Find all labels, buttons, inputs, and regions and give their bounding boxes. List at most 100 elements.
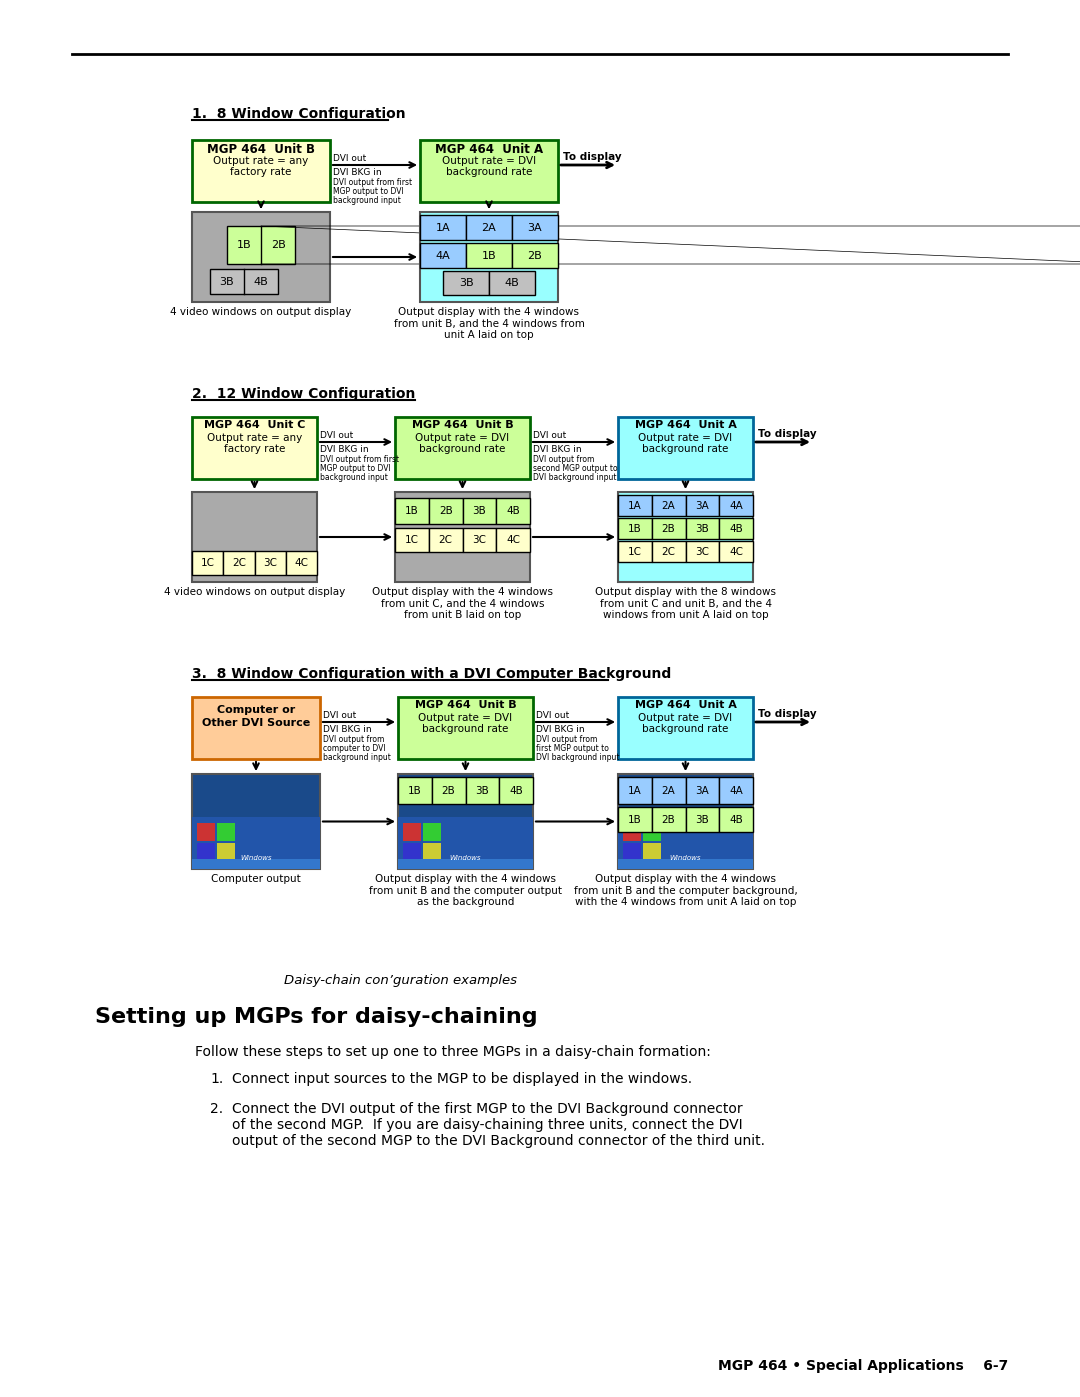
Text: 2B: 2B (438, 506, 453, 515)
Bar (512, 215, 558, 240)
Text: 4C: 4C (507, 535, 521, 545)
Text: 1A: 1A (435, 224, 450, 233)
Bar (192, 416, 318, 479)
Bar (432, 777, 465, 805)
Bar (395, 416, 530, 479)
Text: 4C: 4C (729, 548, 743, 557)
Text: DVI out: DVI out (320, 432, 353, 440)
Bar (643, 842, 661, 861)
Bar (462, 528, 496, 552)
Text: background input: background input (320, 474, 388, 482)
Text: 1C: 1C (405, 535, 419, 545)
Bar (465, 243, 512, 268)
Text: 4B: 4B (254, 277, 268, 286)
Text: DVI BKG in: DVI BKG in (323, 725, 372, 733)
Text: 2C: 2C (662, 548, 676, 557)
Text: DVI out: DVI out (536, 711, 569, 719)
Bar (192, 697, 320, 759)
Text: 2B: 2B (662, 814, 675, 826)
Text: first MGP output to: first MGP output to (536, 745, 609, 753)
Text: Output rate = any: Output rate = any (207, 433, 302, 443)
Text: MGP 464  Unit B: MGP 464 Unit B (411, 420, 513, 430)
Bar (618, 518, 651, 539)
Text: 3C: 3C (264, 557, 278, 569)
Text: background rate: background rate (446, 168, 532, 177)
Bar (618, 774, 753, 869)
Text: 1A: 1A (627, 787, 642, 796)
Bar (686, 807, 719, 833)
Text: factory rate: factory rate (224, 444, 285, 454)
Text: Output display with the 4 windows
from unit B and the computer background,
with : Output display with the 4 windows from u… (573, 875, 797, 907)
Bar (686, 777, 719, 805)
Text: output of the second MGP to the DVI Background connector of the third unit.: output of the second MGP to the DVI Back… (232, 1134, 765, 1148)
Text: DVI output from first: DVI output from first (333, 177, 413, 187)
Bar (224, 550, 255, 576)
Bar (465, 777, 499, 805)
Bar (618, 807, 651, 833)
Text: Output rate = DVI: Output rate = DVI (638, 712, 732, 724)
Bar (420, 243, 465, 268)
Text: Output display with the 8 windows
from unit C and unit B, and the 4
windows from: Output display with the 8 windows from u… (595, 587, 777, 620)
Bar (489, 271, 535, 295)
Text: MGP 464  Unit A: MGP 464 Unit A (435, 142, 543, 156)
Bar (399, 817, 534, 869)
Text: background input: background input (323, 753, 391, 761)
Bar (192, 774, 320, 869)
Text: background rate: background rate (419, 444, 505, 454)
Text: Windows: Windows (670, 855, 701, 861)
Bar (719, 495, 753, 515)
Text: 4B: 4B (729, 524, 743, 534)
Bar (192, 817, 320, 869)
Text: 3B: 3B (473, 506, 486, 515)
Text: Other DVI Source: Other DVI Source (202, 718, 310, 728)
Text: DVI out: DVI out (323, 711, 356, 719)
Bar (217, 823, 235, 841)
Text: Output display with the 4 windows
from unit B, and the 4 windows from
unit A lai: Output display with the 4 windows from u… (393, 307, 584, 341)
Bar (618, 492, 753, 583)
Bar (399, 859, 534, 869)
Bar (192, 550, 224, 576)
Bar (618, 859, 753, 869)
Bar (686, 495, 719, 515)
Bar (395, 497, 429, 524)
Text: background rate: background rate (422, 724, 509, 733)
Text: 1A: 1A (627, 502, 642, 511)
Bar (286, 550, 318, 576)
Bar (686, 518, 719, 539)
Bar (429, 528, 462, 552)
Text: 2.  12 Window Configuration: 2. 12 Window Configuration (192, 387, 416, 401)
Bar (623, 842, 642, 861)
Text: 3B: 3B (219, 277, 234, 286)
Bar (651, 495, 686, 515)
Text: DVI out: DVI out (534, 432, 566, 440)
Text: Output rate = DVI: Output rate = DVI (442, 156, 536, 166)
Text: 4B: 4B (507, 506, 519, 515)
Text: Computer or: Computer or (217, 705, 295, 715)
Text: Daisy-chain con’guration examples: Daisy-chain con’guration examples (283, 974, 516, 988)
Text: Output rate = DVI: Output rate = DVI (418, 712, 513, 724)
Bar (395, 492, 530, 583)
Text: 4A: 4A (729, 787, 743, 796)
Text: 2B: 2B (442, 787, 456, 796)
Text: MGP 464  Unit C: MGP 464 Unit C (204, 420, 306, 430)
Bar (719, 541, 753, 562)
Text: 4C: 4C (295, 557, 309, 569)
Bar (618, 697, 753, 759)
Text: 1B: 1B (482, 251, 497, 261)
Bar (217, 842, 235, 861)
Text: Setting up MGPs for daisy-chaining: Setting up MGPs for daisy-chaining (95, 1007, 538, 1027)
Bar (719, 518, 753, 539)
Bar (197, 842, 215, 861)
Text: Windows: Windows (449, 855, 482, 861)
Text: 1B: 1B (627, 814, 642, 826)
Text: second MGP output to: second MGP output to (534, 464, 618, 474)
Bar (719, 807, 753, 833)
Text: background rate: background rate (643, 444, 729, 454)
Text: 4B: 4B (504, 278, 519, 288)
Bar (403, 842, 421, 861)
Text: 3A: 3A (696, 787, 710, 796)
Bar (651, 807, 686, 833)
Text: 2B: 2B (662, 524, 675, 534)
Text: MGP 464 • Special Applications    6-7: MGP 464 • Special Applications 6-7 (718, 1359, 1008, 1373)
Text: 3B: 3B (696, 524, 710, 534)
